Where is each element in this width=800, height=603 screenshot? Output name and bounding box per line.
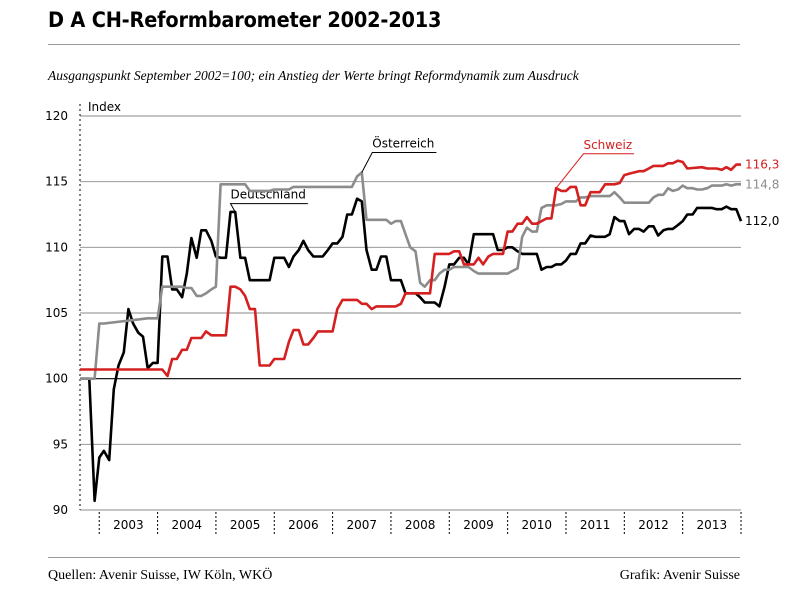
x-tick-label: 2003	[113, 518, 144, 532]
y-tick-label: 105	[45, 306, 68, 320]
footer-divider	[48, 557, 740, 558]
x-tick-label: 2005	[230, 518, 261, 532]
x-tick-label: 2008	[405, 518, 436, 532]
page-title: D A CH-Reformbarometer 2002-2013	[48, 8, 442, 32]
series-name-label: Schweiz	[583, 138, 632, 152]
series-end-label: 116,3	[745, 158, 779, 172]
graphic-credit: Grafik: Avenir Suisse	[619, 568, 740, 583]
title-divider	[48, 44, 740, 45]
chart-subtitle: Ausgangspunkt September 2002=100; ein An…	[48, 68, 579, 83]
series-end-label: 114,8	[745, 177, 779, 191]
x-tick-label: 2007	[347, 518, 378, 532]
series-end-label: 112,0	[745, 214, 779, 228]
series-callout-line	[361, 151, 437, 173]
x-tick-label: 2010	[522, 518, 553, 532]
series-name-label: Österreich	[372, 134, 434, 150]
x-tick-label: 2012	[638, 518, 669, 532]
y-tick-label: 115	[45, 175, 68, 189]
series-line-schweiz	[80, 159, 741, 378]
x-tick-label: 2011	[580, 518, 611, 532]
y-tick-label: 95	[53, 437, 68, 451]
series-callout-line	[555, 153, 635, 189]
x-tick-label: 2009	[463, 518, 494, 532]
y-tick-label: 100	[45, 372, 68, 386]
series-callout-line	[229, 203, 308, 213]
x-tick-label: 2006	[288, 518, 319, 532]
source-note: Quellen: Avenir Suisse, IW Köln, WKÖ	[48, 568, 273, 583]
x-tick-label: 2004	[171, 518, 202, 532]
y-axis-label: Index	[88, 100, 121, 114]
x-tick-label: 2013	[697, 518, 728, 532]
series-line-deutschland	[80, 197, 743, 503]
series-line-österreich	[80, 171, 741, 380]
y-tick-label: 110	[45, 240, 68, 254]
y-tick-label: 120	[45, 109, 68, 123]
y-tick-label: 90	[53, 503, 68, 517]
